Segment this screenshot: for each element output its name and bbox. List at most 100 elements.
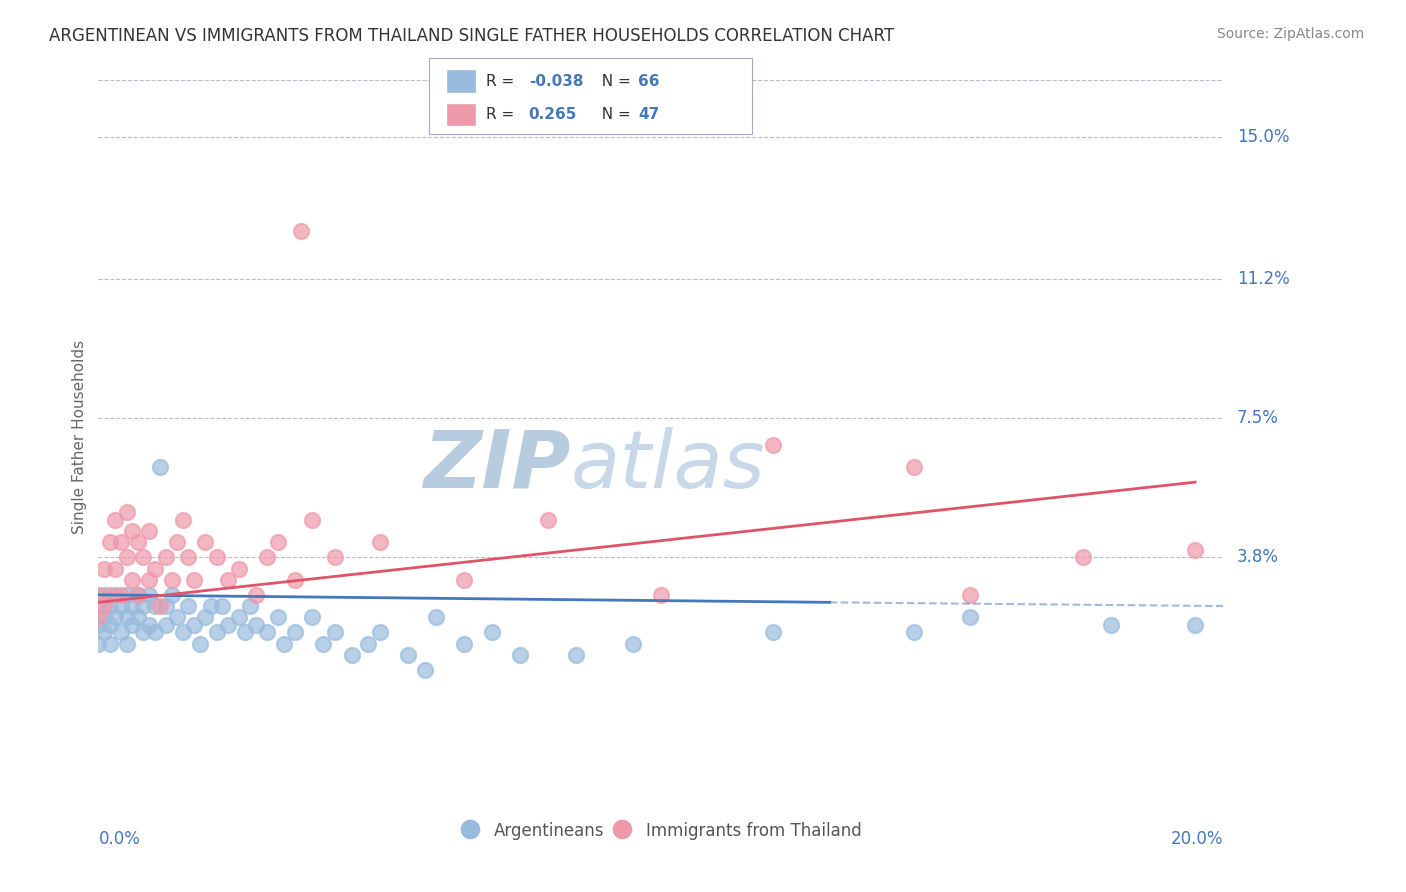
Point [93, 625, 115, 640]
Point [453, 573, 475, 587]
Text: 11.2%: 11.2% [1237, 270, 1289, 288]
Point [93, 610, 115, 624]
Point [453, 637, 475, 651]
Text: ZIP: ZIP [423, 426, 571, 505]
Point [104, 588, 127, 602]
Point [290, 223, 312, 237]
Point [245, 618, 267, 632]
Text: ARGENTINEAN VS IMMIGRANTS FROM THAILAND SINGLE FATHER HOUSEHOLDS CORRELATION CHA: ARGENTINEAN VS IMMIGRANTS FROM THAILAND … [49, 27, 894, 45]
Point [132, 550, 155, 565]
Point [87, 618, 110, 632]
Point [160, 588, 183, 602]
Point [245, 588, 267, 602]
Point [98, 588, 121, 602]
Point [205, 625, 228, 640]
Point [959, 610, 981, 624]
Point [138, 524, 160, 538]
Point [481, 625, 503, 640]
Point [87, 588, 110, 602]
Text: -0.038: -0.038 [529, 74, 583, 88]
Point [217, 618, 239, 632]
Text: 0.265: 0.265 [529, 107, 576, 122]
Point [762, 437, 785, 451]
Point [256, 625, 278, 640]
Point [425, 610, 447, 624]
Point [115, 550, 138, 565]
Point [121, 599, 143, 613]
Point [301, 513, 323, 527]
Point [110, 588, 132, 602]
Point [233, 625, 256, 640]
Point [143, 599, 166, 613]
Point [166, 610, 188, 624]
Text: 7.5%: 7.5% [1237, 409, 1279, 427]
Point [87, 599, 110, 613]
Point [396, 648, 419, 662]
Y-axis label: Single Father Households: Single Father Households [72, 340, 87, 534]
Point [183, 573, 205, 587]
Point [177, 550, 200, 565]
Point [132, 625, 155, 640]
Point [762, 625, 785, 640]
Point [166, 535, 188, 549]
Point [143, 625, 166, 640]
Point [127, 535, 149, 549]
Point [1071, 550, 1094, 565]
Point [104, 610, 127, 624]
Point [211, 599, 233, 613]
Point [143, 561, 166, 575]
Text: 0.0%: 0.0% [98, 830, 141, 847]
Text: Source: ZipAtlas.com: Source: ZipAtlas.com [1216, 27, 1364, 41]
Text: N =: N = [592, 74, 636, 88]
Point [93, 561, 115, 575]
Point [537, 513, 560, 527]
Text: 66: 66 [638, 74, 659, 88]
Point [368, 625, 391, 640]
Point [93, 599, 115, 613]
Point [98, 637, 121, 651]
Point [115, 588, 138, 602]
Point [104, 513, 127, 527]
Point [121, 618, 143, 632]
Text: atlas: atlas [571, 426, 766, 505]
Point [138, 618, 160, 632]
Point [1184, 618, 1206, 632]
Point [98, 535, 121, 549]
Point [138, 588, 160, 602]
Point [357, 637, 380, 651]
Point [127, 588, 149, 602]
Point [115, 610, 138, 624]
Point [149, 460, 172, 475]
Point [155, 599, 177, 613]
Point [121, 573, 143, 587]
Point [149, 599, 172, 613]
Point [959, 588, 981, 602]
Point [273, 637, 295, 651]
Point [368, 535, 391, 549]
Point [509, 648, 531, 662]
Point [301, 610, 323, 624]
Point [239, 599, 262, 613]
Text: 3.8%: 3.8% [1237, 549, 1279, 566]
Point [565, 648, 588, 662]
Point [155, 618, 177, 632]
Point [172, 513, 194, 527]
Point [104, 561, 127, 575]
Point [87, 637, 110, 651]
Point [323, 625, 346, 640]
Point [87, 610, 110, 624]
Point [194, 535, 217, 549]
Text: N =: N = [592, 107, 636, 122]
Point [340, 648, 363, 662]
Point [200, 599, 222, 613]
Point [115, 505, 138, 519]
Point [93, 588, 115, 602]
Point [621, 637, 644, 651]
Point [110, 535, 132, 549]
Point [312, 637, 335, 651]
Point [132, 599, 155, 613]
Point [188, 637, 211, 651]
Point [138, 573, 160, 587]
Point [110, 625, 132, 640]
Point [650, 588, 672, 602]
